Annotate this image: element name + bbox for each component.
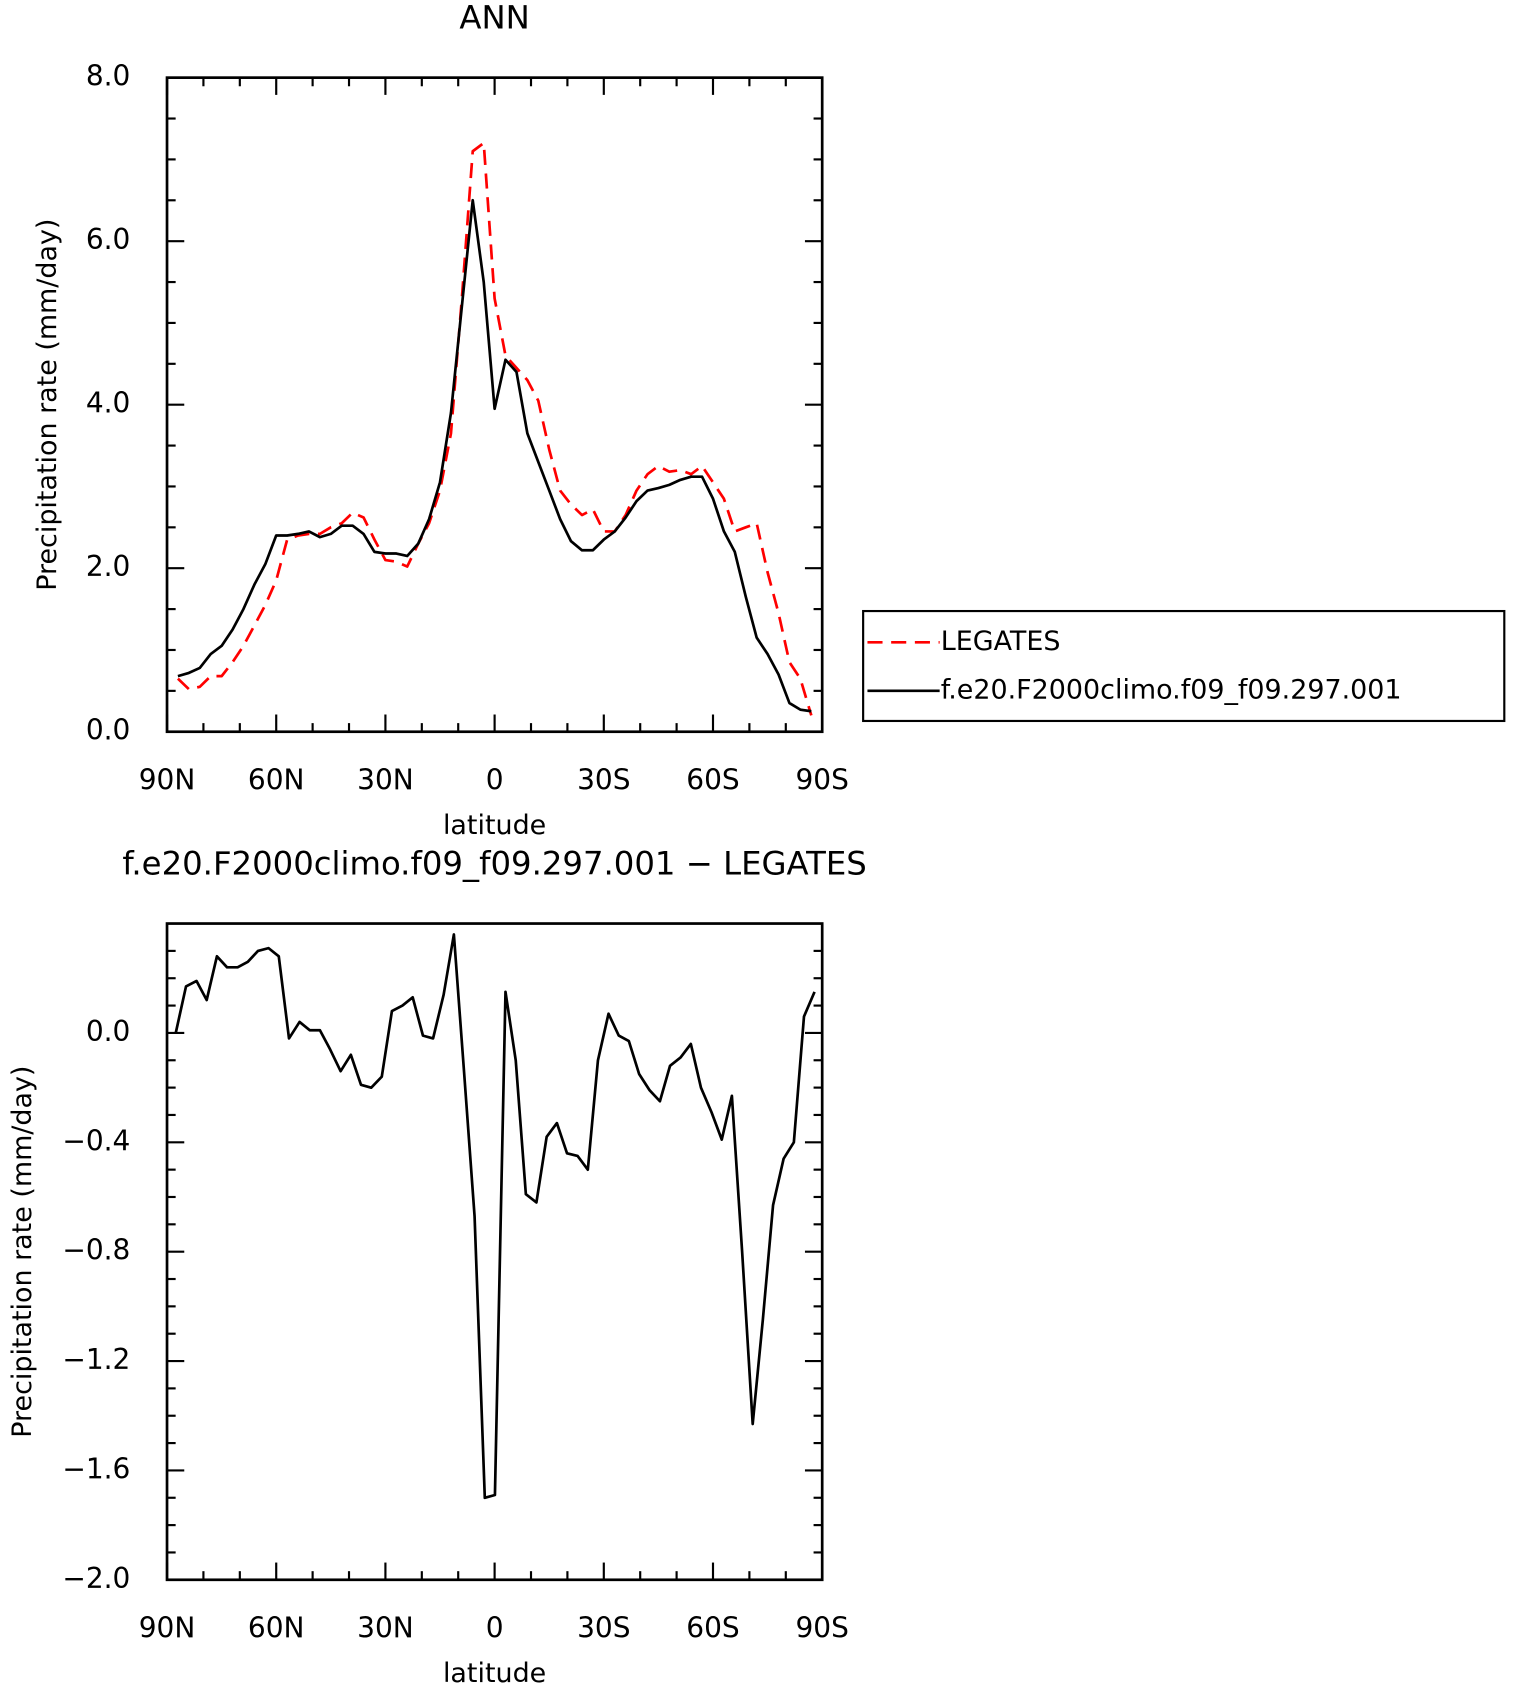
y-axis-label: Precipitation rate (mm/day): [32, 219, 63, 591]
y-axis-label: Precipitation rate (mm/day): [7, 1066, 38, 1438]
y-tick-label: −1.2: [62, 1343, 130, 1376]
x-tick-label: 0: [486, 763, 504, 796]
y-tick-label: −0.8: [62, 1234, 130, 1267]
x-tick-label: 30N: [357, 1611, 414, 1644]
y-tick-label: 2.0: [86, 550, 131, 583]
x-tick-label: 90S: [795, 1611, 848, 1644]
chart-title: ANN: [459, 0, 529, 36]
x-tick-label: 60S: [686, 1611, 739, 1644]
x-tick-label: 60S: [686, 763, 739, 796]
y-tick-label: −2.0: [62, 1562, 130, 1595]
x-tick-label: 30S: [577, 763, 630, 796]
y-tick-label: 0.0: [86, 1015, 131, 1048]
y-tick-label: 0.0: [86, 714, 131, 747]
x-tick-label: 0: [486, 1611, 504, 1644]
legend-label: LEGATES: [941, 626, 1061, 657]
data-line: [176, 141, 813, 716]
x-tick-label: 60N: [248, 763, 305, 796]
x-tick-label: 90S: [795, 763, 848, 796]
x-tick-label: 30S: [577, 1611, 630, 1644]
x-tick-label: 90N: [139, 763, 196, 796]
x-tick-label: 30N: [357, 763, 414, 796]
y-tick-label: −0.4: [62, 1124, 130, 1157]
y-tick-label: 8.0: [86, 60, 131, 93]
legend-box: [862, 609, 1506, 723]
data-line: [177, 198, 812, 713]
y-tick-label: 4.0: [86, 387, 131, 420]
x-tick-label: 90N: [139, 1611, 196, 1644]
y-tick-label: 6.0: [86, 223, 131, 256]
y-tick-label: −1.6: [62, 1452, 130, 1485]
x-tick-label: 60N: [248, 1611, 305, 1644]
data-line: [174, 933, 816, 1500]
x-axis-label: latitude: [443, 810, 546, 841]
chart-title: f.e20.F2000climo.f09_f09.297.001 − LEGAT…: [122, 844, 866, 882]
legend-label: f.e20.F2000climo.f09_f09.297.001: [941, 674, 1402, 705]
x-axis-label: latitude: [443, 1658, 546, 1689]
